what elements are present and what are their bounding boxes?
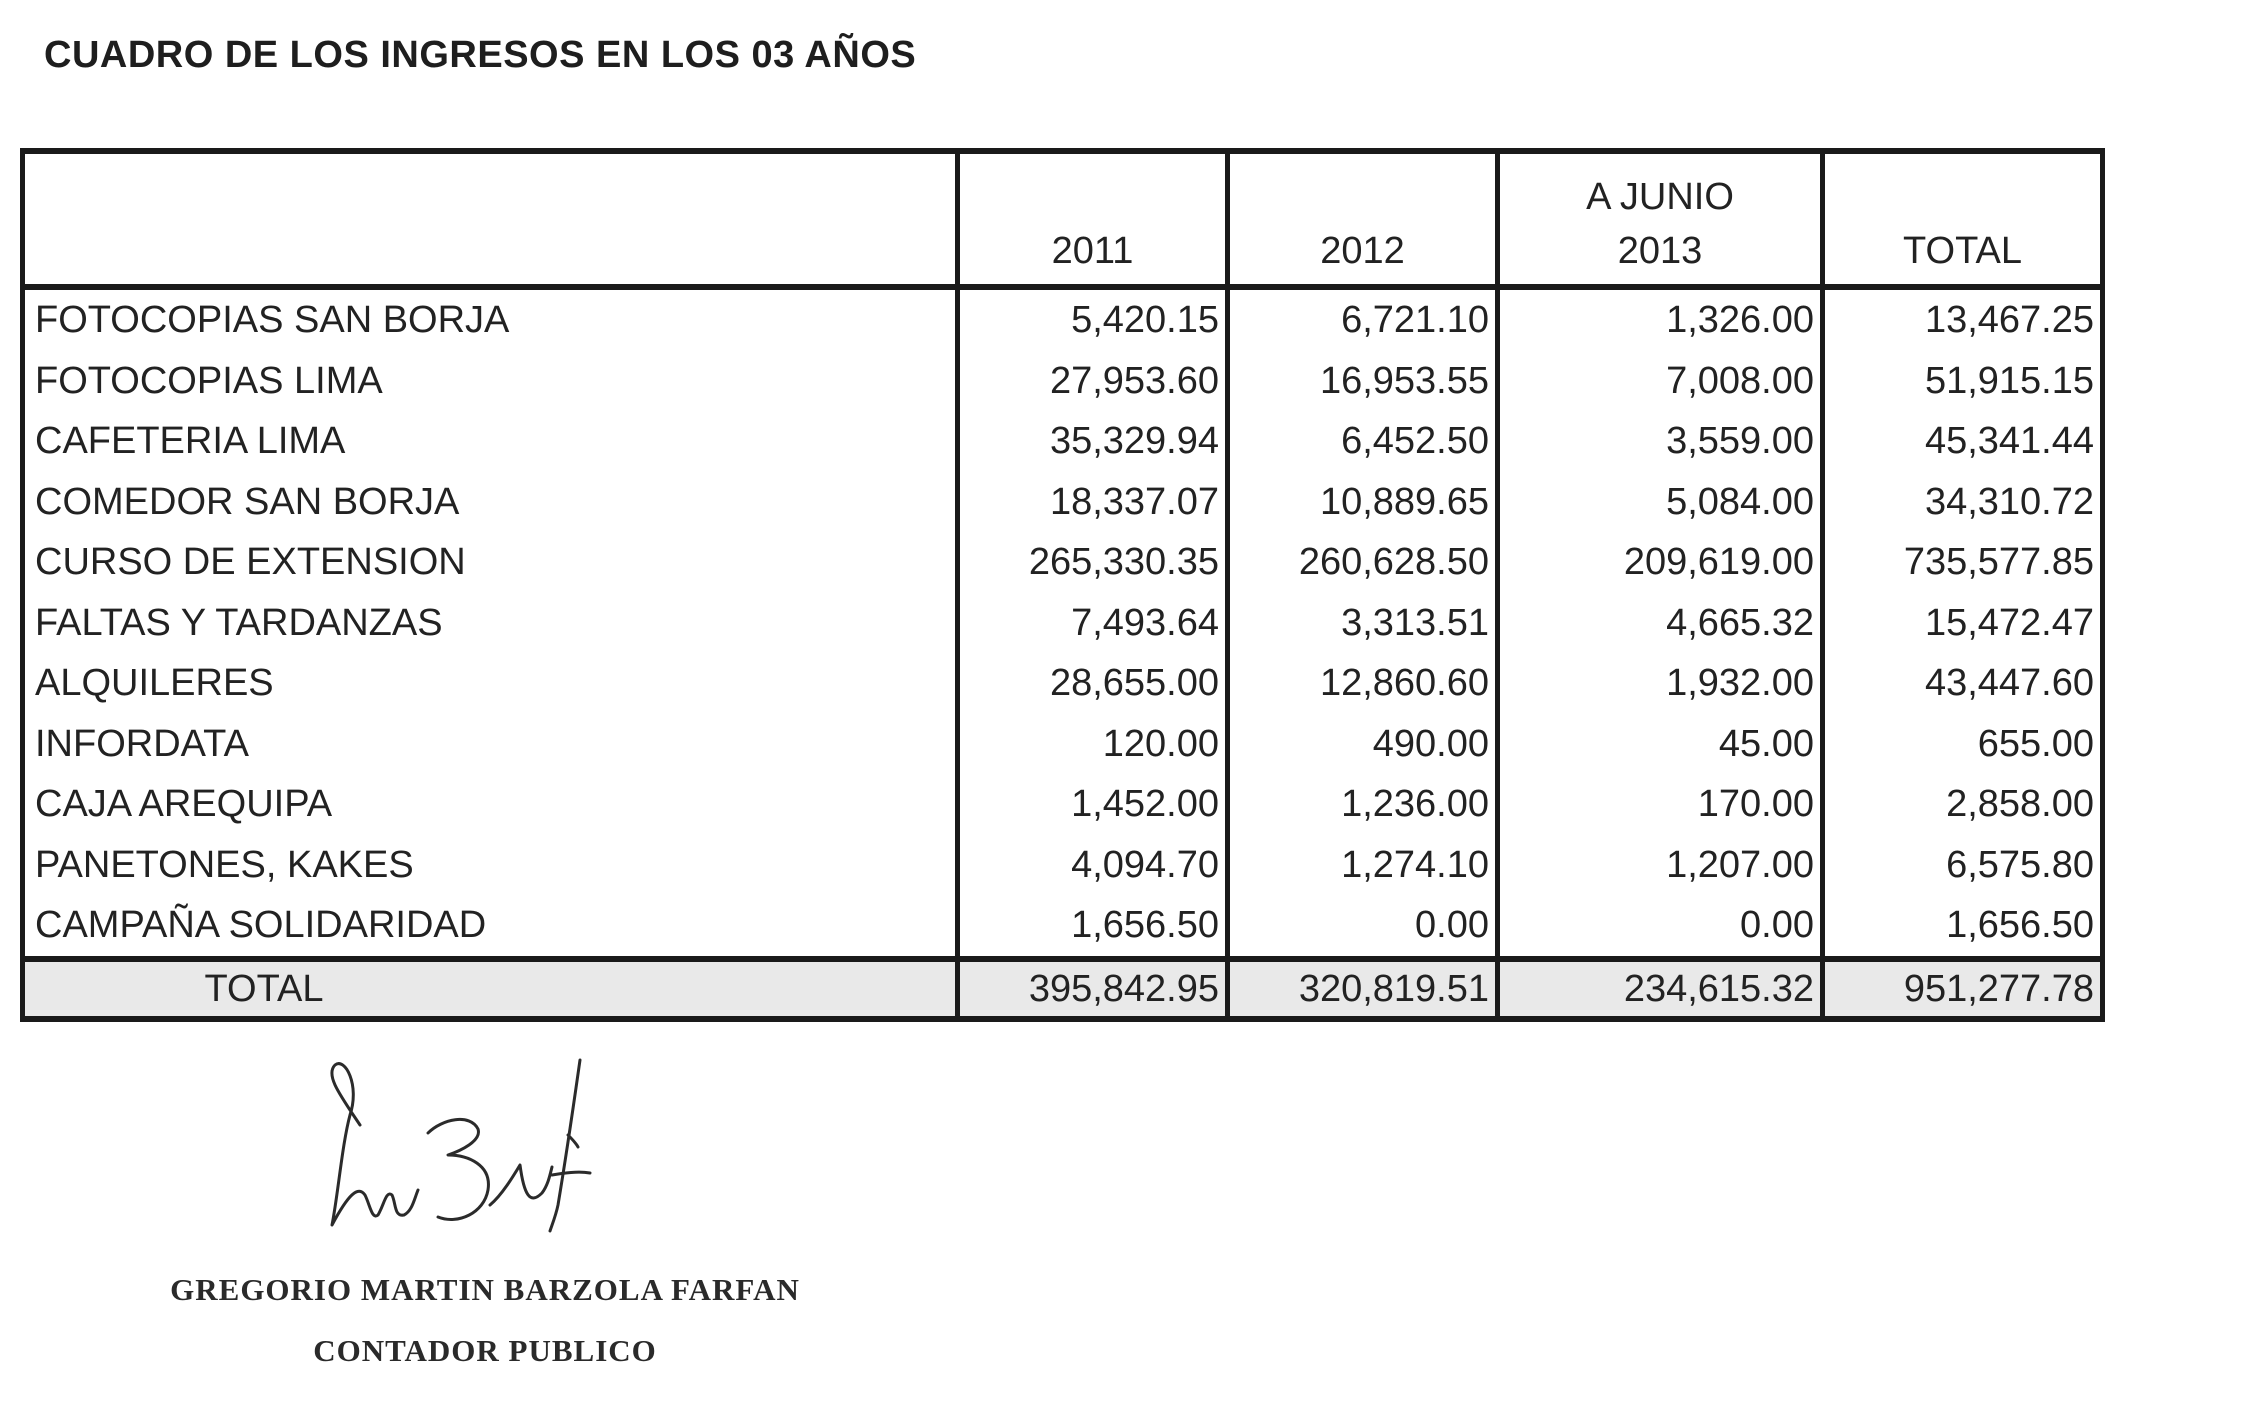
header-row: 2011 2012 A JUNIO 2013 TOTAL [20,148,2105,290]
table-row: CAJA AREQUIPA 1,452.00 1,236.00 170.00 2,858… [20,774,2105,835]
row-value-2012: 3,313.51 [1225,592,1500,653]
row-value-2011: 1,452.00 [955,774,1230,835]
row-value-2013: 4,665.32 [1495,592,1825,653]
table-row: FOTOCOPIAS LIMA 27,953.60 16,953.55 7,008.0… [20,350,2105,411]
row-value-total: 1,656.50 [1820,895,2105,959]
row-value-2013: 170.00 [1495,774,1825,835]
row-label: FALTAS Y TARDANZAS [20,592,960,653]
header-cell-total: TOTAL [1820,148,2105,290]
total-row-label: TOTAL [20,955,960,1022]
table-row: CURSO DE EXTENSION 265,330.35 260,628.50 20… [20,532,2105,593]
row-label: PANETONES, KAKES [20,834,960,895]
header-cell-2011: 2011 [955,148,1230,290]
row-value-total: 6,575.80 [1820,834,2105,895]
table-row: CAMPAÑA SOLIDARIDAD 1,656.50 0.00 0.00 1,656… [20,895,2105,959]
table-row: ALQUILERES 28,655.00 12,860.60 1,932.00 43,4… [20,653,2105,714]
row-value-2012: 1,236.00 [1225,774,1500,835]
table-row: CAFETERIA LIMA 35,329.94 6,452.50 3,559.00 4… [20,411,2105,472]
total-row: TOTAL 395,842.95 320,819.51 234,615.32 9… [20,955,2105,1022]
table-row: INFORDATA 120.00 490.00 45.00 655.00 [20,713,2105,774]
header-cell-2013: A JUNIO 2013 [1495,148,1825,290]
row-value-2012: 1,274.10 [1225,834,1500,895]
row-value-total: 735,577.85 [1820,532,2105,593]
row-value-total: 2,858.00 [1820,774,2105,835]
row-value-2011: 7,493.64 [955,592,1230,653]
row-value-2013: 5,084.00 [1495,471,1825,532]
row-label: CURSO DE EXTENSION [20,532,960,593]
row-value-2011: 265,330.35 [955,532,1230,593]
row-value-total: 45,341.44 [1820,411,2105,472]
row-value-2012: 16,953.55 [1225,350,1500,411]
row-value-total: 51,915.15 [1820,350,2105,411]
row-value-2013: 0.00 [1495,895,1825,959]
row-label: FOTOCOPIAS SAN BORJA [20,287,960,351]
row-value-2013: 1,326.00 [1495,287,1825,351]
row-label: CAJA AREQUIPA [20,774,960,835]
grand-total: 951,277.78 [1820,955,2105,1022]
total-2011: 395,842.95 [955,955,1230,1022]
row-label: CAFETERIA LIMA [20,411,960,472]
table-body: FOTOCOPIAS SAN BORJA 5,420.15 6,721.10 1,32… [20,287,2105,959]
table-row: COMEDOR SAN BORJA 18,337.07 10,889.65 5,084… [20,471,2105,532]
total-2012: 320,819.51 [1225,955,1500,1022]
table-row: FALTAS Y TARDANZAS 7,493.64 3,313.51 4,665.… [20,592,2105,653]
row-value-2011: 27,953.60 [955,350,1230,411]
row-value-total: 15,472.47 [1820,592,2105,653]
signatory-role: CONTADOR PUBLICO [313,1333,657,1368]
row-value-2011: 120.00 [955,713,1230,774]
row-value-total: 655.00 [1820,713,2105,774]
row-label: INFORDATA [20,713,960,774]
row-value-2012: 260,628.50 [1225,532,1500,593]
row-value-2011: 5,420.15 [955,287,1230,351]
row-value-2011: 18,337.07 [955,471,1230,532]
income-table-container: 2011 2012 A JUNIO 2013 TOTAL FOTOCOPIAS … [20,148,2105,1022]
row-value-2011: 35,329.94 [955,411,1230,472]
row-value-2012: 12,860.60 [1225,653,1500,714]
header-cell-label [20,148,960,290]
row-value-2013: 1,207.00 [1495,834,1825,895]
row-label: COMEDOR SAN BORJA [20,471,960,532]
row-value-2012: 10,889.65 [1225,471,1500,532]
row-label: ALQUILERES [20,653,960,714]
row-value-2012: 6,452.50 [1225,411,1500,472]
row-value-total: 34,310.72 [1820,471,2105,532]
row-value-2013: 7,008.00 [1495,350,1825,411]
handwritten-signature [330,1058,592,1233]
table-row: PANETONES, KAKES 4,094.70 1,274.10 1,207.00… [20,834,2105,895]
income-table: 2011 2012 A JUNIO 2013 TOTAL FOTOCOPIAS … [20,148,2105,1022]
row-value-2012: 490.00 [1225,713,1500,774]
row-label: CAMPAÑA SOLIDARIDAD [20,895,960,959]
row-value-2013: 3,559.00 [1495,411,1825,472]
row-label: FOTOCOPIAS LIMA [20,350,960,411]
table-row: FOTOCOPIAS SAN BORJA 5,420.15 6,721.10 1,32… [20,287,2105,351]
row-value-2012: 0.00 [1225,895,1500,959]
row-value-2011: 4,094.70 [955,834,1230,895]
row-value-total: 13,467.25 [1820,287,2105,351]
row-value-2011: 1,656.50 [955,895,1230,959]
signatory-name: GREGORIO MARTIN BARZOLA FARFAN [170,1272,800,1307]
document-title: CUADRO DE LOS INGRESOS EN LOS 03 AÑOS [44,34,917,76]
row-value-2011: 28,655.00 [955,653,1230,714]
row-value-total: 43,447.60 [1820,653,2105,714]
row-value-2013: 209,619.00 [1495,532,1825,593]
total-2013: 234,615.32 [1495,955,1825,1022]
row-value-2013: 45.00 [1495,713,1825,774]
row-value-2013: 1,932.00 [1495,653,1825,714]
header-cell-2012: 2012 [1225,148,1500,290]
row-value-2012: 6,721.10 [1225,287,1500,351]
